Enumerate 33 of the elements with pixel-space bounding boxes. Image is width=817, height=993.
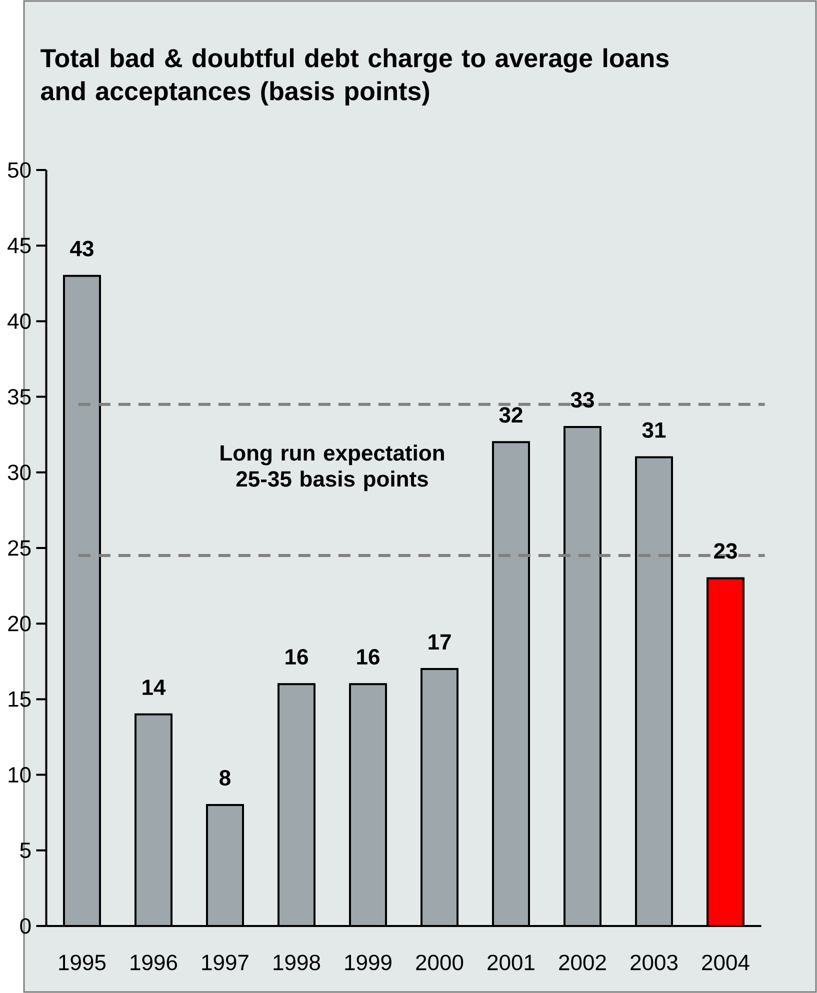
data-label: 14 — [142, 680, 166, 695]
data-label: 23 — [714, 543, 737, 559]
annotation: Long run expectation 25-35 basis points — [220, 444, 444, 492]
y-tick-label: 0 — [20, 918, 31, 934]
x-tick-label: 2000 — [416, 954, 464, 970]
y-tick-label: 35 — [8, 389, 31, 405]
x-tick-label: 2004 — [702, 954, 750, 970]
chart-title: Total bad & doubtful debt charge to average loans and acceptances (basis points) — [40, 48, 669, 106]
y-tick-label: 15 — [8, 692, 31, 707]
x-tick-label: 1996 — [130, 954, 177, 970]
data-label: 8 — [220, 770, 230, 786]
y-tick-label: 50 — [8, 162, 31, 178]
y-tick-label: 25 — [8, 540, 31, 556]
data-label: 17 — [428, 634, 451, 650]
data-label: 32 — [499, 407, 522, 423]
data-label: 31 — [642, 422, 666, 438]
data-label: 43 — [70, 240, 94, 256]
x-tick-label: 1999 — [345, 954, 392, 970]
x-tick-label: 2002 — [559, 954, 606, 970]
x-tick-label: 2003 — [630, 954, 678, 970]
y-tick-label: 45 — [8, 238, 31, 254]
x-tick-label: 2001 — [488, 954, 534, 970]
y-tick-label: 20 — [8, 616, 31, 632]
data-label: 16 — [357, 649, 380, 665]
x-tick-label: 1995 — [59, 954, 106, 970]
x-tick-label: 1998 — [274, 954, 320, 970]
y-tick-label: 5 — [20, 842, 31, 858]
y-tick-label: 10 — [8, 767, 31, 783]
y-tick-label: 40 — [8, 313, 31, 329]
x-tick-label: 1997 — [202, 954, 248, 970]
y-tick-label: 30 — [8, 464, 31, 480]
data-label: 33 — [570, 392, 594, 408]
data-label: 16 — [286, 649, 308, 665]
